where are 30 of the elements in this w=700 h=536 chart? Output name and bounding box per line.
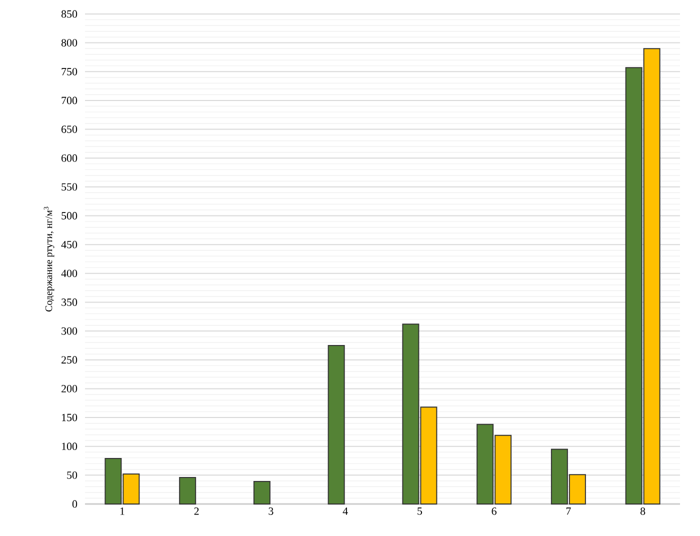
x-tick-label: 1	[120, 508, 124, 515]
y-tick-label: 650	[62, 126, 78, 133]
bar	[179, 476, 196, 504]
x-tick-label: 3	[268, 508, 274, 515]
y-tick-label: 400	[61, 270, 78, 278]
y-tick-label: 800	[61, 39, 78, 47]
y-tick-label: 0	[72, 500, 78, 508]
y-tick-label: 700	[62, 96, 78, 104]
y-tick-label: 200	[62, 385, 78, 392]
y-tick-label: 300	[62, 327, 78, 335]
y-tick-label: 100	[62, 442, 78, 450]
y-tick-label: 550	[62, 183, 78, 191]
y-tick-label: 250	[62, 356, 78, 364]
y-tick-label: 850	[61, 10, 78, 18]
y-tick-label: 50	[67, 471, 78, 479]
y-tick-label: 600	[62, 154, 78, 162]
y-axis-title: Содержание ртути, нг/м$^{3}$	[44, 206, 54, 312]
y-tick-label: 350	[62, 298, 78, 306]
x-tick-label: 2	[194, 508, 199, 515]
x-tick-label: 4	[342, 508, 348, 515]
x-tick-label: 7	[566, 508, 571, 515]
y-tick-label: 750	[62, 68, 78, 76]
x-tick-label: 6	[492, 508, 496, 515]
y-tick-label: 450	[61, 240, 78, 248]
x-tick-label: 5	[418, 508, 422, 515]
y-tick-label: 150	[62, 414, 78, 422]
y-tick-label: 500	[62, 212, 78, 220]
bar	[253, 481, 270, 504]
x-tick-label: 8	[640, 508, 646, 515]
bar	[328, 344, 345, 504]
